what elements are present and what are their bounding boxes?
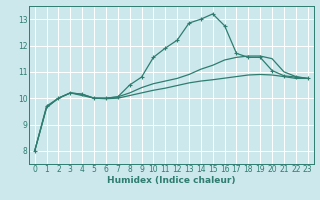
X-axis label: Humidex (Indice chaleur): Humidex (Indice chaleur) — [107, 176, 236, 185]
